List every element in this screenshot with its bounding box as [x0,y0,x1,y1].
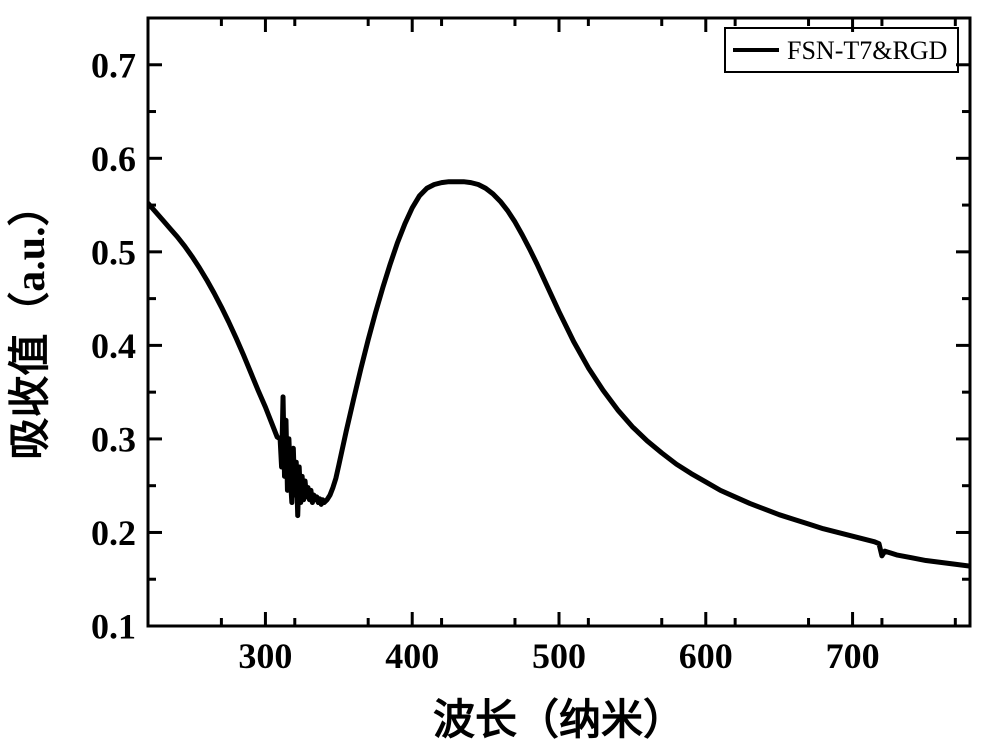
spectrum-chart: 300 400 500 600 700 0.1 0.2 0.3 0.4 0.5 0.6 0.7 波长（纳… [0,0,1000,744]
x-tick-label: 300 [238,636,292,676]
y-axis-title: 吸收值（a.u.） [7,184,54,459]
x-tick-label: 400 [385,636,439,676]
x-tick-label: 500 [532,636,586,676]
x-tick-label: 600 [679,636,733,676]
y-tick-label: 0.5 [91,232,136,272]
y-tick-label: 0.7 [91,45,136,85]
y-tick-label: 0.6 [91,139,136,179]
x-axis-title: 波长（纳米） [433,697,685,744]
x-tick-label: 700 [826,636,880,676]
y-tick-label: 0.3 [91,420,136,460]
y-tick-label: 0.4 [91,326,136,366]
y-tick-label: 0.2 [91,513,136,553]
chart-svg: 300 400 500 600 700 0.1 0.2 0.3 0.4 0.5 0.6 0.7 波长（纳… [0,0,1000,744]
y-tick-label: 0.1 [91,607,136,647]
legend-label: FSN-T7&RGD [787,36,947,65]
